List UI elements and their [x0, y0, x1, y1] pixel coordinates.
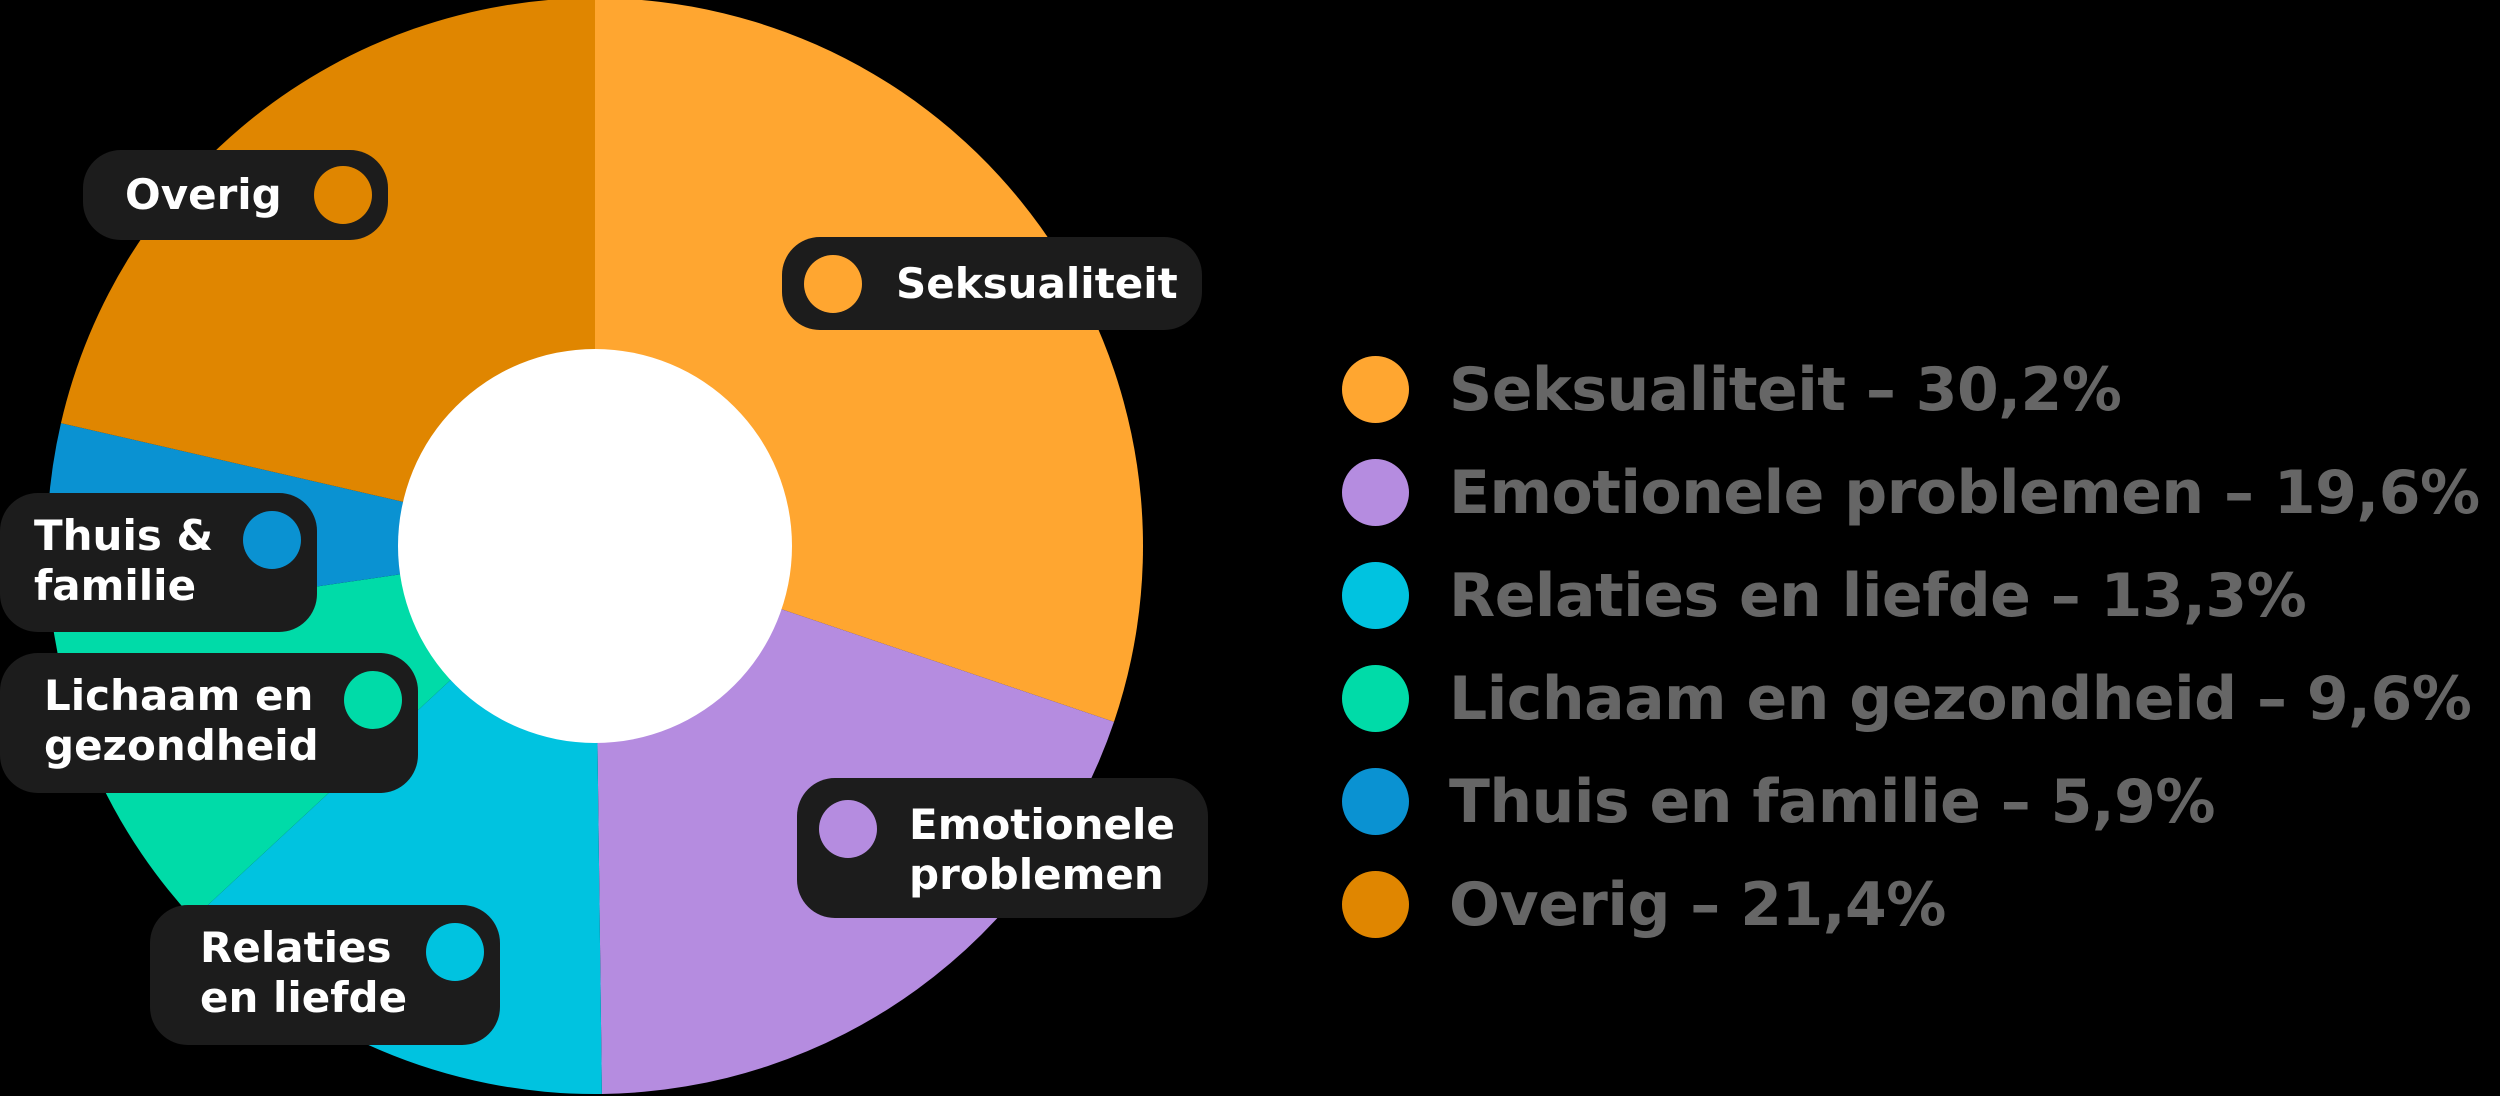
- legend-color-dot: [1342, 768, 1409, 835]
- legend-item-relaties-en-liefde: Relaties en liefde – 13,3%: [1342, 544, 2480, 647]
- legend-label: Overig – 21,4%: [1449, 869, 1946, 940]
- seksualiteit-color-dot: [804, 254, 862, 313]
- donut-chart: [47, 0, 1143, 1094]
- slice-label-lichaam-en-gezondheid: Lichaam en gezondheid: [0, 653, 418, 793]
- legend-color-dot: [1342, 665, 1409, 732]
- slice-label-text: Relaties en liefde: [200, 923, 408, 1022]
- slice-label-relaties-en-liefde: Relaties en liefde: [150, 905, 500, 1045]
- legend-label: Emotionele problemen – 19,6%: [1449, 457, 2480, 528]
- overig-color-dot: [314, 166, 372, 224]
- legend-item-seksualiteit: Seksualiteit – 30,2%: [1342, 338, 2480, 441]
- thuis-en-familie-color-dot: [243, 511, 301, 569]
- legend-label: Lichaam en gezondheid – 9,6%: [1449, 663, 2472, 734]
- legend-item-overig: Overig – 21,4%: [1342, 853, 2480, 956]
- relaties-en-liefde-color-dot: [426, 923, 484, 981]
- legend-item-emotionele-problemen: Emotionele problemen – 19,6%: [1342, 441, 2480, 544]
- legend-color-dot: [1342, 871, 1409, 938]
- slice-label-text: Overig: [125, 170, 282, 219]
- emotionele-problemen-color-dot: [819, 800, 877, 858]
- donut-hole: [398, 349, 792, 743]
- slice-label-text: Emotionele problemen: [909, 800, 1175, 899]
- legend-color-dot: [1342, 562, 1409, 629]
- slice-label-text: Seksualiteit: [896, 258, 1178, 308]
- slice-label-thuis-en-familie: Thuis & familie: [0, 493, 317, 632]
- slice-label-text: Lichaam en gezondheid: [44, 671, 319, 770]
- legend-label: Seksualiteit – 30,2%: [1449, 354, 2122, 425]
- slice-label-text: Thuis & familie: [34, 511, 214, 610]
- lichaam-en-gezondheid-color-dot: [344, 671, 402, 729]
- slice-label-overig: Overig: [83, 150, 388, 240]
- legend-item-lichaam-en-gezondheid: Lichaam en gezondheid – 9,6%: [1342, 647, 2480, 750]
- slice-label-seksualiteit: Seksualiteit: [782, 237, 1202, 330]
- legend-label: Thuis en familie – 5,9%: [1449, 766, 2216, 837]
- legend-item-thuis-en-familie: Thuis en familie – 5,9%: [1342, 750, 2480, 853]
- legend-label: Relaties en liefde – 13,3%: [1449, 560, 2307, 631]
- slice-label-emotionele-problemen: Emotionele problemen: [797, 778, 1208, 918]
- legend-color-dot: [1342, 459, 1409, 526]
- chart-legend: Seksualiteit – 30,2% Emotionele probleme…: [1342, 338, 2480, 956]
- legend-color-dot: [1342, 356, 1409, 423]
